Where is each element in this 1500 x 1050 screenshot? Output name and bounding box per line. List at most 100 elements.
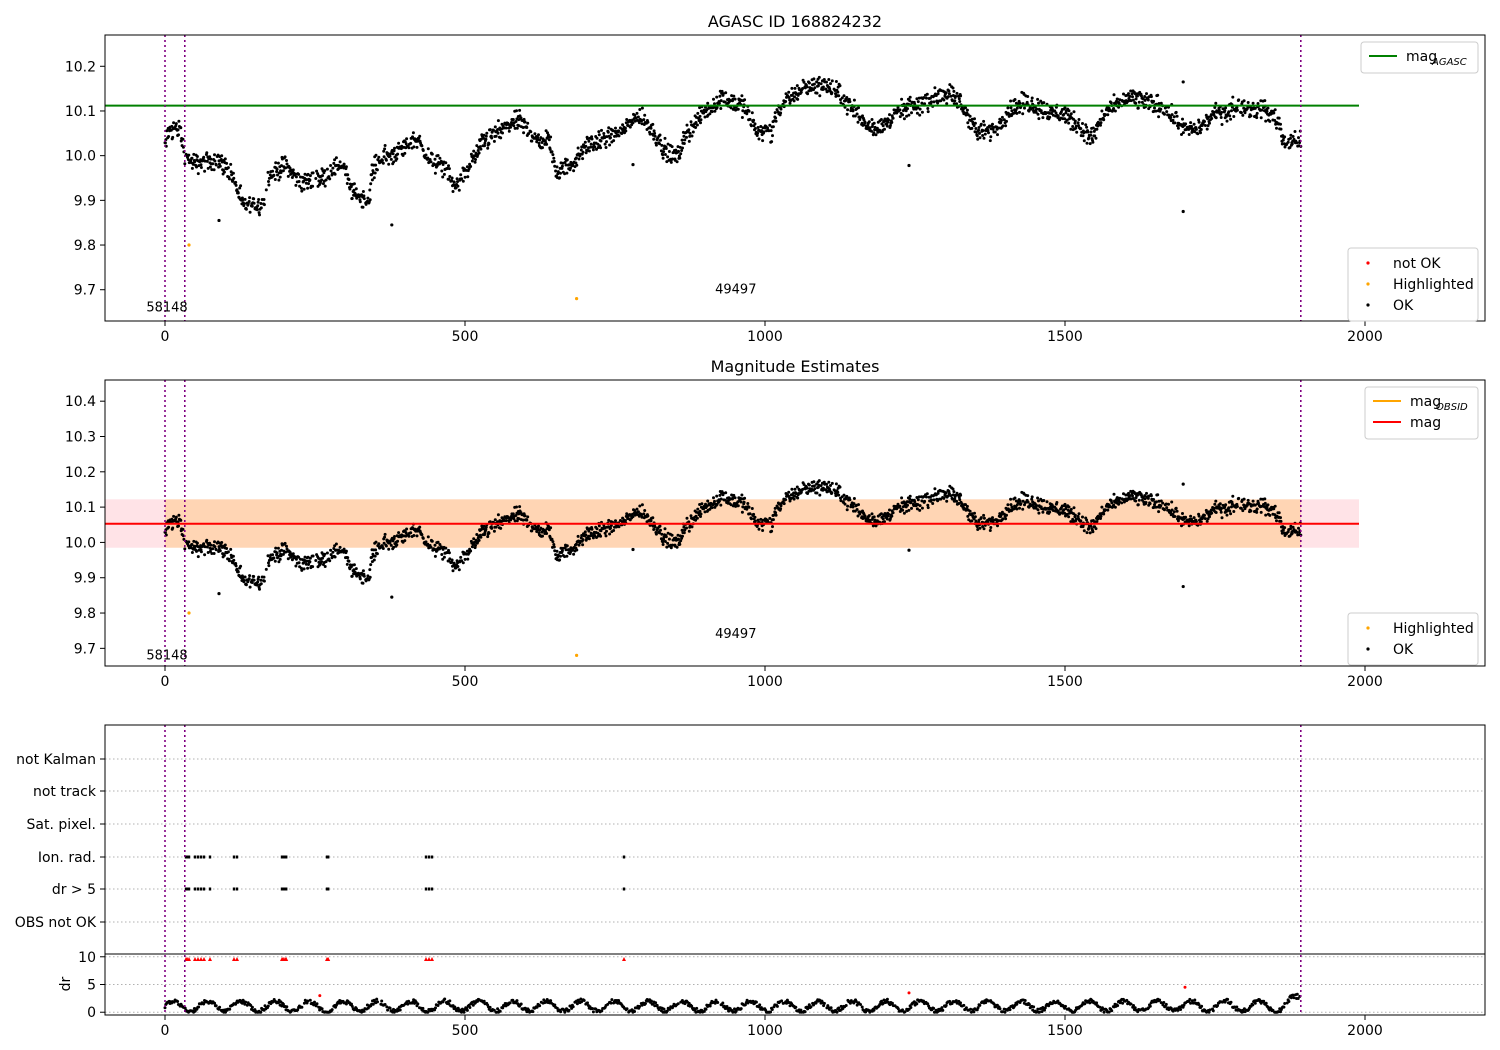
ok-point	[1235, 108, 1239, 112]
ok-point	[609, 526, 612, 530]
ok-point	[664, 535, 668, 539]
ok-point	[975, 525, 979, 529]
ok-point	[213, 159, 217, 163]
ok-point	[473, 160, 477, 164]
ok-point	[369, 563, 373, 567]
ok-point	[176, 128, 180, 132]
ok-point	[447, 548, 450, 552]
ok-point	[597, 130, 601, 134]
ok-point	[1120, 501, 1124, 505]
ok-point	[1161, 501, 1165, 505]
ok-point	[1005, 513, 1008, 517]
ok-point	[879, 512, 883, 516]
ok-point	[392, 160, 396, 164]
ok-point	[368, 568, 372, 572]
ok-point	[396, 539, 400, 543]
ok-point	[1006, 503, 1010, 507]
ok-point	[1099, 514, 1103, 518]
ok-point	[329, 169, 333, 173]
ok-point	[896, 502, 900, 506]
ok-point	[605, 529, 608, 533]
ok-point	[1084, 123, 1088, 127]
ok-point	[208, 155, 212, 159]
flag-event-marker	[427, 887, 431, 891]
ok-point	[1108, 109, 1112, 113]
ok-point	[1149, 95, 1153, 99]
ok-point	[757, 137, 761, 141]
ok-point	[248, 196, 252, 200]
ok-point	[383, 532, 387, 536]
ok-point	[412, 534, 416, 537]
ok-point	[284, 166, 288, 170]
ok-point	[241, 575, 245, 579]
flag-event-marker	[285, 855, 288, 859]
ok-point	[433, 171, 437, 175]
highlighted-point	[575, 297, 579, 301]
panel1-title: AGASC ID 168824232	[708, 12, 882, 31]
ok-point	[1291, 525, 1295, 529]
ok-point	[873, 128, 877, 132]
ok-point	[1093, 134, 1097, 138]
ok-point	[883, 520, 886, 524]
ok-point	[687, 128, 691, 132]
ok-point	[242, 579, 246, 583]
ok-point	[405, 527, 409, 531]
ok-point	[1228, 114, 1232, 118]
dr-point	[344, 1002, 348, 1006]
ok-point	[1266, 503, 1270, 507]
ok-point	[836, 90, 840, 94]
ok-point	[558, 176, 562, 180]
ok-point	[839, 101, 843, 105]
ok-point	[902, 511, 906, 515]
ok-point	[932, 498, 936, 502]
ok-point	[952, 490, 956, 494]
ok-point	[690, 134, 694, 138]
ok-point	[827, 480, 831, 484]
dr-point	[716, 1001, 720, 1004]
ok-point	[1085, 125, 1089, 129]
ok-point	[978, 131, 981, 135]
ok-point	[1259, 497, 1263, 501]
ok-point	[403, 151, 407, 155]
ok-point	[602, 132, 606, 135]
ok-point	[624, 129, 628, 133]
ok-point	[687, 529, 691, 533]
ok-point	[264, 188, 268, 192]
ok-point	[988, 529, 992, 532]
ok-point	[433, 543, 437, 547]
ok-point	[1181, 117, 1184, 121]
ok-point	[1145, 491, 1148, 495]
ok-point	[779, 111, 783, 115]
ok-point	[172, 121, 176, 125]
ok-point	[278, 557, 282, 561]
ok-point	[1042, 101, 1046, 105]
ok-point	[702, 111, 706, 115]
ok-point	[795, 84, 799, 88]
ok-point	[214, 163, 218, 167]
ok-point	[226, 166, 230, 170]
ok-point	[743, 98, 747, 102]
ok-point	[479, 147, 483, 151]
ok-point	[605, 525, 609, 529]
dr-point	[462, 1010, 466, 1014]
ok-point	[887, 118, 891, 122]
ok-point	[1128, 94, 1132, 98]
ok-point	[496, 128, 500, 131]
ok-point	[440, 169, 444, 173]
ok-point	[807, 483, 811, 487]
ok-point	[374, 153, 378, 157]
ok-point	[976, 528, 980, 531]
ok-point	[1067, 121, 1071, 125]
ok-point	[1009, 503, 1013, 507]
ok-point	[621, 123, 625, 127]
legend-subscript: AGASC	[1431, 57, 1467, 68]
ok-point	[285, 159, 288, 162]
ok-point	[589, 145, 593, 149]
ok-point	[1148, 502, 1152, 506]
ok-point	[756, 518, 760, 522]
ok-point	[565, 158, 569, 162]
ok-point	[226, 550, 230, 554]
ok-point	[285, 547, 289, 551]
ok-point	[256, 580, 260, 584]
ok-point	[300, 568, 304, 572]
